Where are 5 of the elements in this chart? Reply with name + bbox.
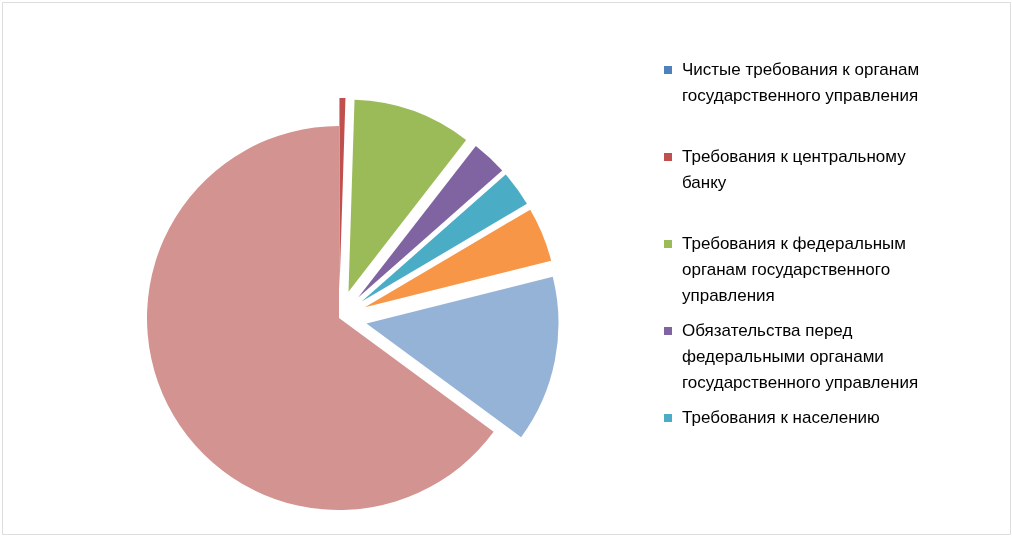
legend-label: Требования к населению <box>682 408 881 427</box>
legend-label: Требования к центральному банку <box>682 147 907 192</box>
legend-label: Чистые требования к органам государственного управления <box>682 60 920 105</box>
legend-label: Требования к федеральным органам государственного управления <box>682 234 907 305</box>
legend-label: Обязательства перед федеральными органами государственного управления <box>682 321 919 392</box>
